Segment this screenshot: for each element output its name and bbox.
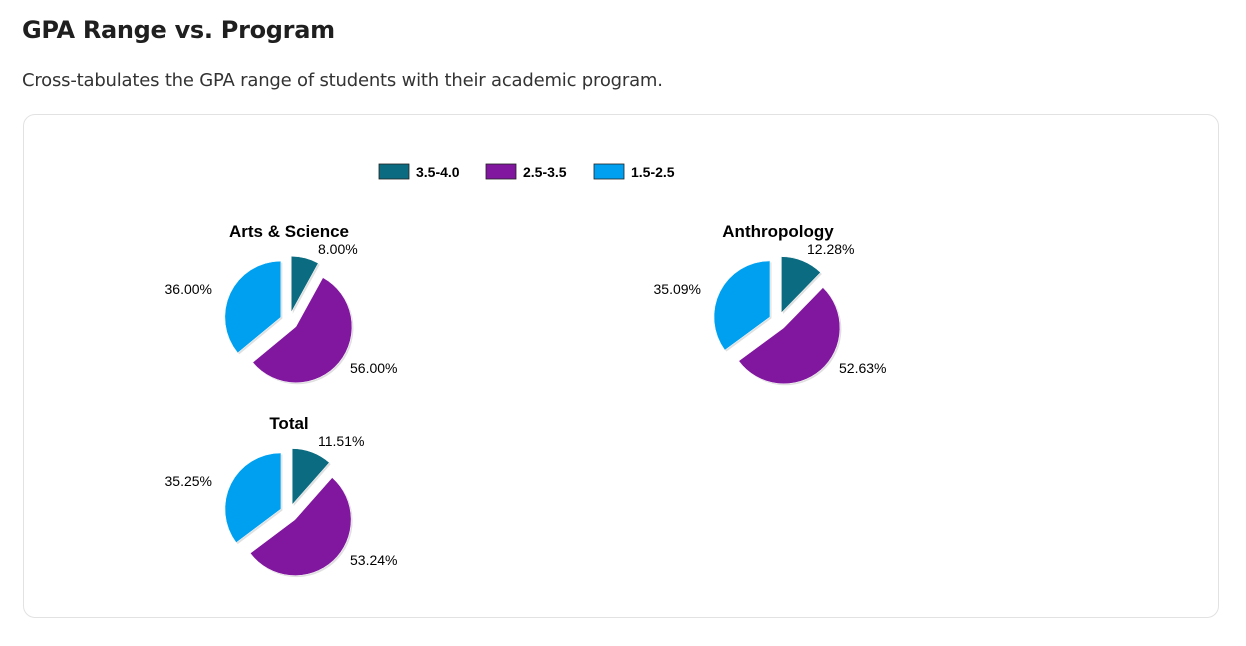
pie-slice-1-5-2-5 [224,260,282,354]
pie-slice-2-5-3-5 [252,277,353,383]
pie-slice-3-5-4-0 [290,256,319,313]
pie-total: Total 11.51% 53.24% 35.25% [165,414,397,578]
slice-label-3-5-4-0: 12.28% [807,241,854,257]
pie-slice-3-5-4-0 [781,256,821,314]
legend-swatch-2-5-3-5 [485,163,517,180]
page-subtitle: Cross-tabulates the GPA range of student… [22,70,663,91]
pie-slice-2-5-3-5 [738,287,841,384]
slice-label-1-5-2-5: 35.25% [165,473,212,489]
legend-label-3-5-4-0: 3.5-4.0 [416,164,460,180]
pie-slice-2-5-3-5 [249,477,352,576]
pie-title: Arts & Science [229,222,349,241]
pie-title: Anthropology [722,222,834,241]
pie-slice-1-5-2-5 [224,452,282,543]
legend-swatch-1-5-2-5 [593,163,625,180]
pie-slice-1-5-2-5 [713,260,771,351]
slice-label-2-5-3-5: 52.63% [839,360,886,376]
slice-label-3-5-4-0: 11.51% [318,433,364,449]
slice-label-3-5-4-0: 8.00% [318,241,358,257]
slice-label-2-5-3-5: 53.24% [350,552,397,568]
pie-title: Total [269,414,308,433]
chart-legend: 3.5-4.0 2.5-3.5 1.5-2.5 [378,163,675,180]
pie-slice-3-5-4-0 [291,448,330,506]
legend-label-1-5-2-5: 1.5-2.5 [631,164,675,180]
legend-label-2-5-3-5: 2.5-3.5 [523,164,567,180]
page-title: GPA Range vs. Program [22,16,335,44]
legend-swatch-3-5-4-0 [378,163,410,180]
slice-label-1-5-2-5: 35.09% [654,281,701,297]
chart-card [23,114,1219,618]
slice-label-1-5-2-5: 36.00% [165,281,212,297]
slice-label-2-5-3-5: 56.00% [350,360,397,376]
